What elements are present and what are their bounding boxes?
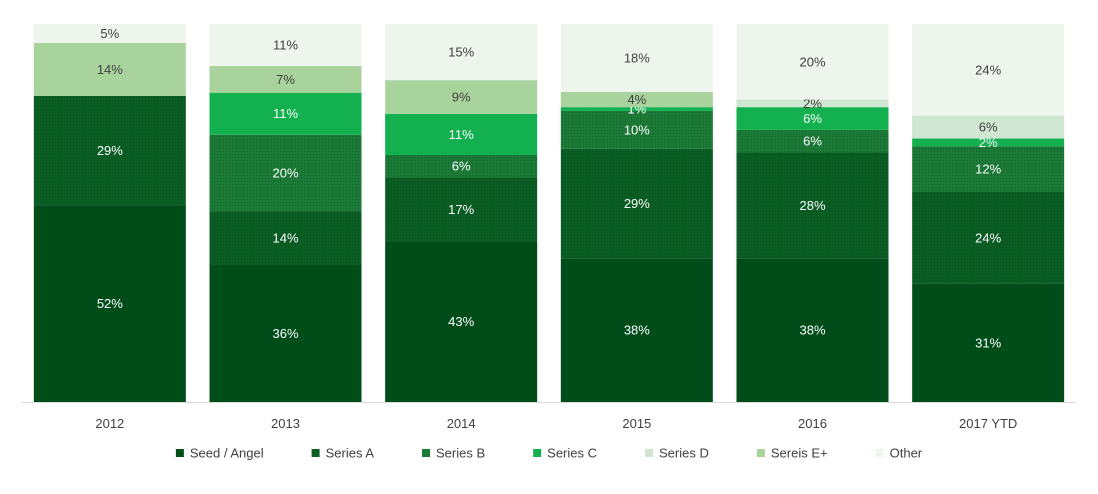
bar-segment-2014-series-c (385, 113, 538, 155)
data-label-2012-series-a: 29% (97, 143, 123, 158)
bar-segment-2014-other (385, 24, 538, 81)
data-label-2012-sereis-e: 14% (97, 62, 123, 77)
bar-segment-texture (385, 177, 538, 242)
bar-segment-2013-series-c (209, 92, 362, 135)
data-label-2013-series-b: 20% (272, 165, 298, 180)
legend-swatch-series-c (533, 449, 542, 457)
bar-segment-2015-seed-angel (560, 258, 713, 402)
legend-label-seed-angel: Seed / Angel (190, 446, 264, 461)
x-tick-label-2013: 2013 (271, 416, 300, 431)
bar-segment-2016-seed-angel (736, 258, 889, 402)
legend-swatch-series-a (311, 449, 320, 457)
data-label-2016-series-b: 6% (803, 134, 822, 149)
legend-label-other: Other (890, 446, 923, 461)
bar-segment-texture (385, 154, 538, 178)
bar-segment-2013-seed-angel (209, 264, 362, 402)
data-label-2015-other: 18% (624, 51, 650, 66)
legend-label-series-a: Series A (326, 446, 375, 461)
bar-segment-2017-ytd-seed-angel (912, 283, 1065, 402)
bar-segment-2015-other (560, 24, 713, 93)
data-label-2016-other: 20% (799, 54, 825, 69)
bar-segment-texture (560, 110, 713, 149)
data-label-2016-series-a: 28% (799, 198, 825, 213)
bar-segment-2013-sereis-e (209, 66, 362, 93)
bars-layer: 52% 29% 14% 5% 36% 14% 20% 11% 7% 11% 43% 17% 6% 11% 9… (33, 24, 1065, 402)
bar-segment-2015-sereis-e (560, 92, 713, 108)
bar-segment-2016-series-d (736, 99, 889, 108)
bar-segment-texture (736, 152, 889, 259)
legend-label-series-b: Series B (436, 446, 485, 461)
bar-segment-2013-other (209, 24, 362, 66)
bar-segment-texture (33, 95, 186, 206)
x-tick-label-2016: 2016 (798, 416, 827, 431)
x-tick-label-2017-ytd: 2017 YTD (959, 416, 1017, 431)
data-label-2014-series-a: 17% (448, 202, 474, 217)
data-label-2015-series-b: 10% (624, 122, 650, 137)
data-label-2014-other: 15% (448, 45, 474, 60)
data-label-2014-sereis-e: 9% (452, 89, 471, 104)
bar-segment-texture (209, 211, 362, 265)
bar-segment-texture (912, 146, 1065, 192)
bar-segment-texture (209, 134, 362, 212)
x-tick-label-2014: 2014 (447, 416, 476, 431)
bar-segment-texture (560, 148, 713, 259)
bar-segment-texture (736, 129, 889, 153)
bar-segment-2017-ytd-series-c (912, 138, 1065, 147)
data-label-2012-other: 5% (100, 26, 119, 41)
data-label-2016-series-c: 6% (803, 111, 822, 126)
data-label-2013-sereis-e: 7% (276, 72, 295, 87)
legend-label-series-d: Series D (659, 446, 709, 461)
data-label-2012-seed-angel: 52% (97, 296, 123, 311)
data-label-2015-sereis-e: 4% (627, 92, 646, 107)
bar-segment-2014-seed-angel (385, 241, 538, 402)
legend-label-series-c: Series C (547, 446, 597, 461)
bar-segment-2012-other (33, 24, 186, 43)
data-label-2013-other: 11% (273, 38, 298, 53)
bar-segment-2017-ytd-other (912, 24, 1065, 116)
data-label-2017-ytd-seed-angel: 31% (975, 335, 1001, 350)
bar-segment-2012-sereis-e (33, 42, 186, 96)
x-tick-label-2012: 2012 (95, 416, 124, 431)
data-label-2017-ytd-series-c: 2% (979, 135, 998, 150)
legend-swatch-sereis-e (756, 449, 765, 457)
legend-swatch-series-b (422, 449, 431, 457)
bar-segment-2017-ytd-series-d (912, 115, 1065, 139)
bar-segment-2012-seed-angel (33, 205, 186, 402)
legend-swatch-series-d (645, 449, 654, 457)
data-label-2015-series-a: 29% (624, 196, 650, 211)
legend-label-sereis-e: Sereis E+ (771, 446, 828, 461)
data-label-2013-series-c: 11% (273, 106, 298, 121)
legend-swatch-seed-angel (175, 449, 184, 457)
data-label-2017-ytd-series-b: 12% (975, 162, 1001, 177)
bar-segment-2015-series-c (560, 107, 713, 111)
legend: Seed / Angel Series A Series B Series C Seri… (175, 446, 923, 461)
x-tick-label-2015: 2015 (622, 416, 651, 431)
data-label-2017-ytd-series-d: 6% (979, 120, 998, 135)
bar-segment-2016-other (736, 24, 889, 100)
data-label-2014-series-b: 6% (452, 159, 471, 174)
data-label-2013-series-a: 14% (272, 230, 298, 245)
data-label-2016-seed-angel: 38% (799, 323, 825, 338)
data-label-2016-series-d: 2% (803, 96, 822, 111)
bar-segment-2016-series-c (736, 107, 889, 130)
bar-segment-texture (912, 192, 1065, 284)
data-label-2017-ytd-series-a: 24% (975, 230, 1001, 245)
legend-swatch-other (875, 449, 884, 457)
x-axis-ticks: 2012 2013 2014 2015 2016 2017 YTD (95, 416, 1017, 431)
data-label-2017-ytd-other: 24% (975, 62, 1001, 77)
bar-segment-2014-sereis-e (385, 80, 538, 114)
data-label-2014-seed-angel: 43% (448, 314, 474, 329)
data-label-2013-seed-angel: 36% (272, 326, 298, 341)
data-label-2015-seed-angel: 38% (624, 323, 650, 338)
data-label-2014-series-c: 11% (449, 127, 474, 142)
